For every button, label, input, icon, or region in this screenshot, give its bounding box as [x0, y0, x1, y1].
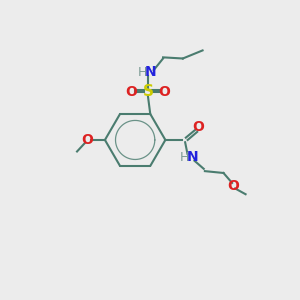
Text: N: N — [187, 150, 199, 164]
Text: S: S — [142, 85, 153, 100]
Text: O: O — [125, 85, 137, 99]
Text: O: O — [192, 120, 204, 134]
Text: O: O — [159, 85, 171, 99]
Text: H: H — [138, 66, 148, 79]
Text: O: O — [227, 179, 239, 193]
Text: O: O — [82, 133, 93, 147]
Text: N: N — [145, 65, 157, 80]
Text: H: H — [180, 151, 189, 164]
